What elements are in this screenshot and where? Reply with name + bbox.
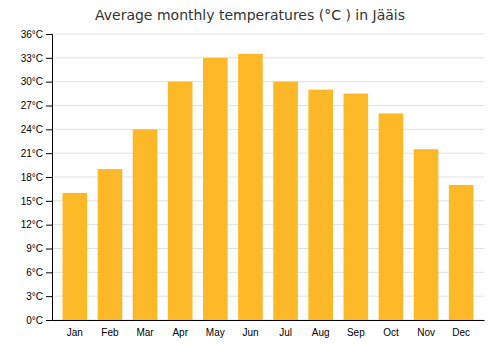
y-tick: 21°C [21,148,52,159]
y-tick: 12°C [21,219,52,230]
y-tick-mark [46,249,52,250]
y-tick: 3°C [26,291,52,302]
x-tick-label: May [206,327,225,338]
bar [449,185,474,320]
x-tick-label: Apr [172,327,188,338]
bar [168,82,193,320]
grid-line [52,34,484,35]
bar [133,129,158,320]
y-tick-label: 18°C [21,172,43,183]
chart: 0°C 3°C 6°C 9°C 12°C 15°C 18°C 21°C 24°C 27°C 30°C… [0,0,500,350]
y-tick: 18°C [21,172,52,183]
x-tick: Apr [172,327,188,338]
y-tick-label: 6°C [26,267,43,278]
y-tick-label: 30°C [21,76,43,87]
y-tick-mark [46,177,52,178]
x-tick: May [206,327,225,338]
y-tick-mark [46,320,52,321]
y-tick-label: 21°C [21,148,43,159]
y-axis-line [46,35,53,321]
grid-line [52,129,484,130]
x-tick-label: Sep [347,327,365,338]
y-tick-label: 9°C [26,243,43,254]
x-tick: Jan [67,327,83,338]
bar [203,58,228,320]
bar [308,90,333,320]
x-tick: Jul [279,327,292,338]
x-tick-label: Jul [279,327,292,338]
y-tick-label: 12°C [21,219,43,230]
x-tick-label: Oct [383,327,399,338]
y-tick-mark [46,153,52,154]
x-tick: Aug [312,327,330,338]
y-tick-mark [46,34,52,35]
marks [63,54,474,320]
y-tick: 9°C [26,243,52,254]
x-tick-label: Jan [67,327,83,338]
bar [273,82,298,320]
y-tick-label: 27°C [21,100,43,111]
x-tick: Jun [242,327,258,338]
y-tick-label: 33°C [21,53,43,64]
x-tick-label: Dec [452,327,470,338]
grid-line [52,57,484,58]
bar [379,113,404,320]
y-tick-label: 24°C [21,124,43,135]
x-axis-line [53,320,485,321]
bar [344,94,369,320]
x-tick: Dec [452,327,470,338]
y-tick-mark [46,296,52,297]
x-tick: Oct [383,327,399,338]
bar [414,149,439,320]
bar [98,169,123,320]
y-tick-mark [46,82,52,83]
x-tick-label: Feb [101,327,119,338]
y-tick: 24°C [21,124,52,135]
y-tick-mark [46,272,52,273]
y-tick-mark [46,106,52,107]
grid [52,34,484,320]
x-axis: Jan Feb Mar Apr May Jun Jul Aug Sep Oct Nov Dec [53,321,485,339]
y-tick: 33°C [21,53,52,64]
bar [63,193,88,320]
plot: 0°C 3°C 6°C 9°C 12°C 15°C 18°C 21°C 24°C 27°C 30°C… [21,29,485,338]
y-axis: 0°C 3°C 6°C 9°C 12°C 15°C 18°C 21°C 24°C 27°C 30°C… [21,29,53,326]
y-tick: 36°C [21,29,52,40]
x-tick-label: Mar [136,327,154,338]
y-tick: 0°C [26,315,52,326]
grid-line [52,81,484,82]
x-tick: Sep [347,327,365,338]
y-tick-mark [46,225,52,226]
y-tick-label: 36°C [21,29,43,40]
y-tick: 6°C [26,267,52,278]
y-tick-label: 0°C [26,315,43,326]
y-tick-label: 3°C [26,291,43,302]
x-tick-label: Aug [312,327,330,338]
x-tick-label: Jun [242,327,258,338]
grid-line [52,105,484,106]
bar [238,54,263,320]
y-tick: 30°C [21,76,52,87]
x-tick-label: Nov [417,327,435,338]
y-tick-mark [46,129,52,130]
x-tick: Mar [136,327,154,338]
y-tick-label: 15°C [21,196,43,207]
y-tick-mark [46,58,52,59]
x-tick: Nov [417,327,435,338]
title: Average monthly temperatures (°C ) in Jä… [95,7,405,23]
y-tick: 15°C [21,196,52,207]
y-tick-mark [46,201,52,202]
x-tick: Feb [101,327,119,338]
y-tick: 27°C [21,100,52,111]
